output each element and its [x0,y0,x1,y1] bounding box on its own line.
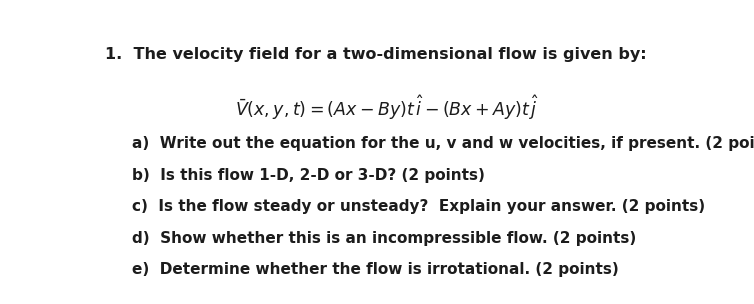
Text: d)  Show whether this is an incompressible flow. (2 points): d) Show whether this is an incompressibl… [132,231,636,246]
Text: $\bar{V}(x,y,t) = (Ax - By)t\,\hat{i} - (Bx + Ay)t\,\hat{j}$: $\bar{V}(x,y,t) = (Ax - By)t\,\hat{i} - … [234,94,538,123]
Text: e)  Determine whether the flow is irrotational. (2 points): e) Determine whether the flow is irrotat… [132,262,619,277]
Text: c)  Is the flow steady or unsteady?  Explain your answer. (2 points): c) Is the flow steady or unsteady? Expla… [132,199,705,214]
Text: 1.  The velocity field for a two-dimensional flow is given by:: 1. The velocity field for a two-dimensio… [105,47,646,62]
Text: b)  Is this flow 1-D, 2-D or 3-D? (2 points): b) Is this flow 1-D, 2-D or 3-D? (2 poin… [132,168,485,183]
Text: a)  Write out the equation for the u, v and w velocities, if present. (2 points): a) Write out the equation for the u, v a… [132,136,754,151]
